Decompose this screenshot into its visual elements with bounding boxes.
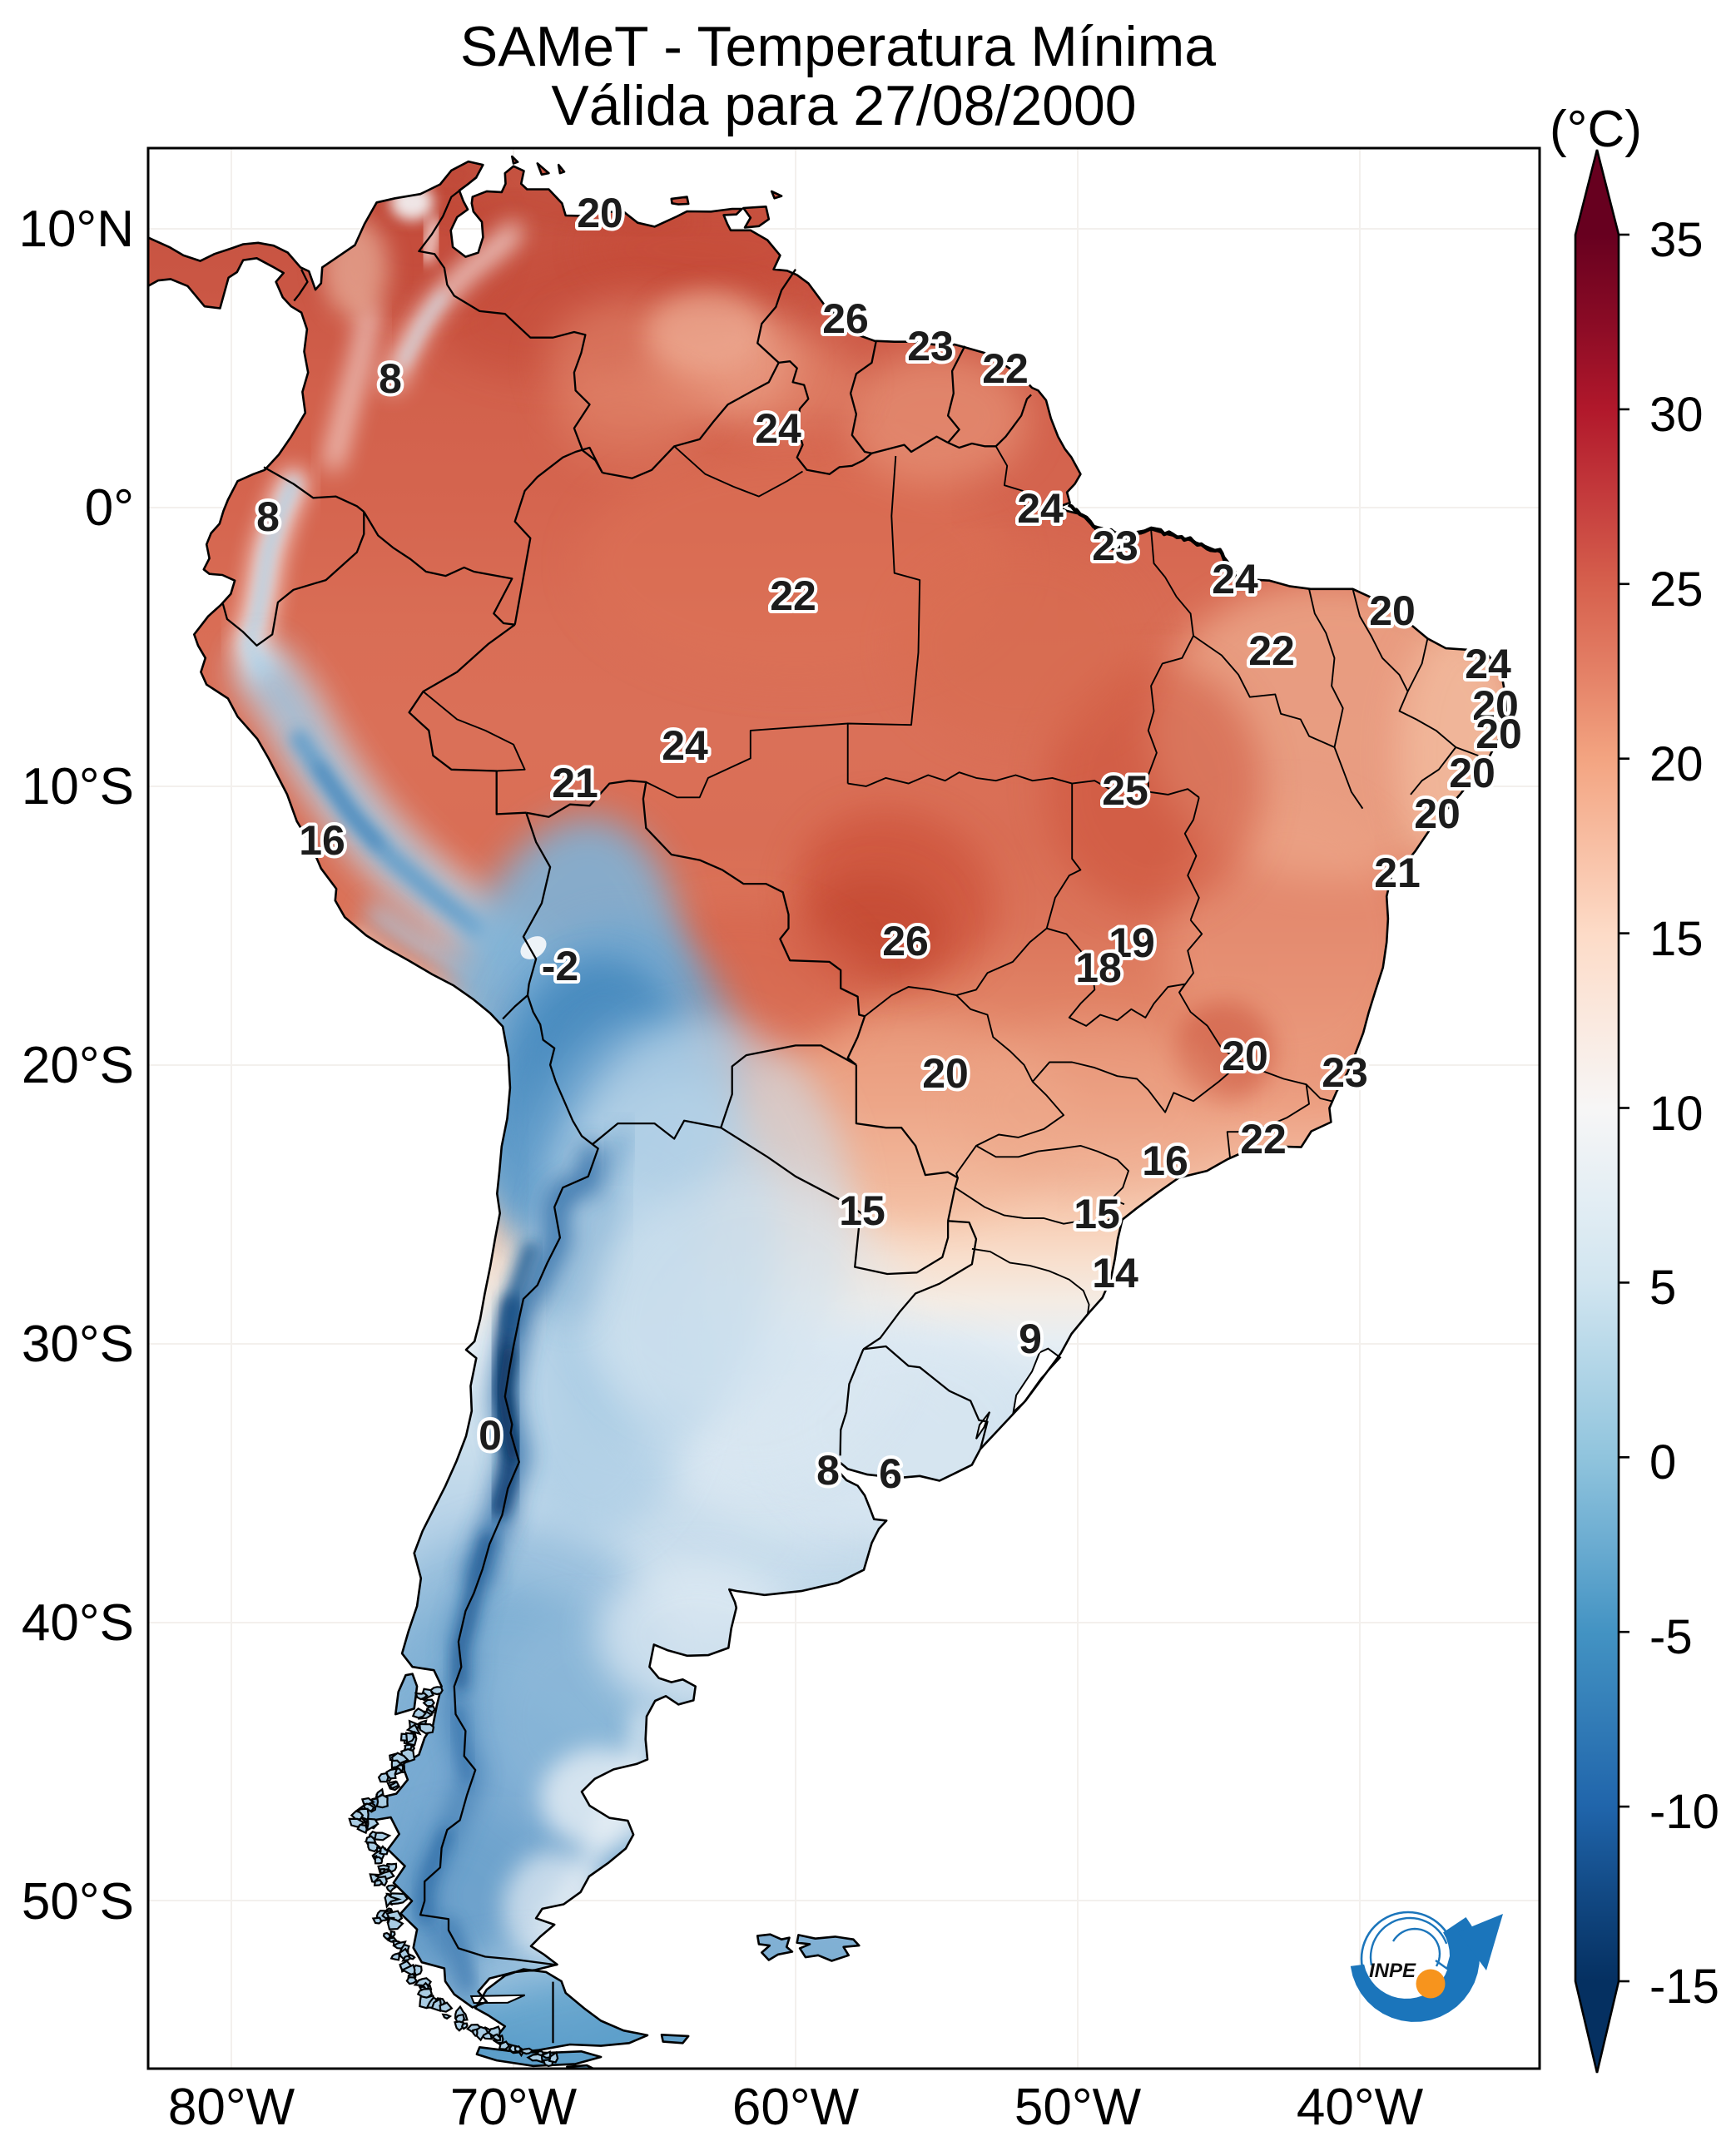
svg-text:15: 15 [1649,912,1704,966]
svg-text:60°W: 60°W [732,2079,860,2136]
svg-text:SAMeT - Temperatura Mínima: SAMeT - Temperatura Mínima [460,15,1216,78]
svg-text:8: 8 [816,1447,840,1494]
svg-text:24: 24 [755,405,801,452]
svg-text:20: 20 [1649,737,1704,791]
svg-text:-15: -15 [1649,1960,1719,2014]
svg-text:(°C): (°C) [1550,101,1642,158]
svg-text:22: 22 [770,572,816,619]
svg-text:21: 21 [552,760,598,806]
svg-text:0: 0 [479,1412,502,1459]
svg-text:20: 20 [922,1050,969,1097]
svg-text:19: 19 [1109,919,1155,966]
svg-text:15: 15 [1074,1191,1120,1237]
svg-text:22: 22 [1240,1116,1287,1162]
svg-text:23: 23 [1092,523,1138,569]
svg-text:24: 24 [1212,556,1258,602]
svg-text:10°N: 10°N [18,201,134,258]
svg-text:14: 14 [1092,1250,1138,1296]
svg-text:24: 24 [1017,485,1064,532]
svg-text:20: 20 [1476,711,1522,757]
svg-text:6: 6 [879,1450,902,1497]
svg-text:21: 21 [1374,850,1421,896]
svg-text:10°S: 10°S [22,758,134,815]
svg-text:-2: -2 [542,943,578,989]
svg-text:25: 25 [1102,767,1148,814]
svg-text:Válida para 27/08/2000: Válida para 27/08/2000 [551,74,1136,137]
svg-text:16: 16 [1142,1137,1188,1184]
svg-text:-10: -10 [1649,1785,1719,1839]
svg-text:23: 23 [907,323,954,369]
svg-text:23: 23 [1322,1049,1368,1096]
svg-text:20: 20 [1222,1033,1268,1079]
svg-text:5: 5 [1649,1261,1676,1315]
svg-text:40°S: 40°S [22,1594,134,1652]
svg-text:35: 35 [1649,213,1704,267]
svg-text:80°W: 80°W [168,2079,295,2136]
svg-text:10: 10 [1649,1087,1704,1141]
svg-text:26: 26 [882,918,929,964]
svg-text:30: 30 [1649,388,1704,442]
svg-text:50°S: 50°S [22,1873,134,1930]
svg-text:15: 15 [839,1187,885,1234]
svg-text:0°: 0° [85,479,134,537]
svg-text:-5: -5 [1649,1610,1693,1664]
svg-text:30°S: 30°S [22,1316,134,1373]
svg-text:8: 8 [256,493,280,540]
svg-text:24: 24 [662,722,708,769]
svg-text:20: 20 [1369,587,1416,634]
svg-text:25: 25 [1649,563,1704,617]
svg-text:70°W: 70°W [450,2079,578,2136]
svg-text:20: 20 [577,190,623,236]
svg-text:22: 22 [1248,627,1295,674]
svg-text:20°S: 20°S [22,1037,134,1094]
svg-text:20: 20 [1449,750,1495,796]
svg-text:40°W: 40°W [1297,2079,1424,2136]
svg-text:0: 0 [1649,1435,1676,1489]
svg-text:26: 26 [822,295,869,342]
svg-text:20: 20 [1414,791,1461,837]
svg-text:8: 8 [379,355,402,402]
svg-text:INPE: INPE [1369,1960,1416,1982]
svg-text:50°W: 50°W [1014,2079,1142,2136]
svg-text:20: 20 [1472,682,1519,729]
svg-text:22: 22 [982,345,1029,392]
svg-text:18: 18 [1075,944,1122,991]
svg-text:16: 16 [299,817,345,864]
svg-text:24: 24 [1465,641,1511,687]
svg-text:9: 9 [1019,1316,1042,1362]
